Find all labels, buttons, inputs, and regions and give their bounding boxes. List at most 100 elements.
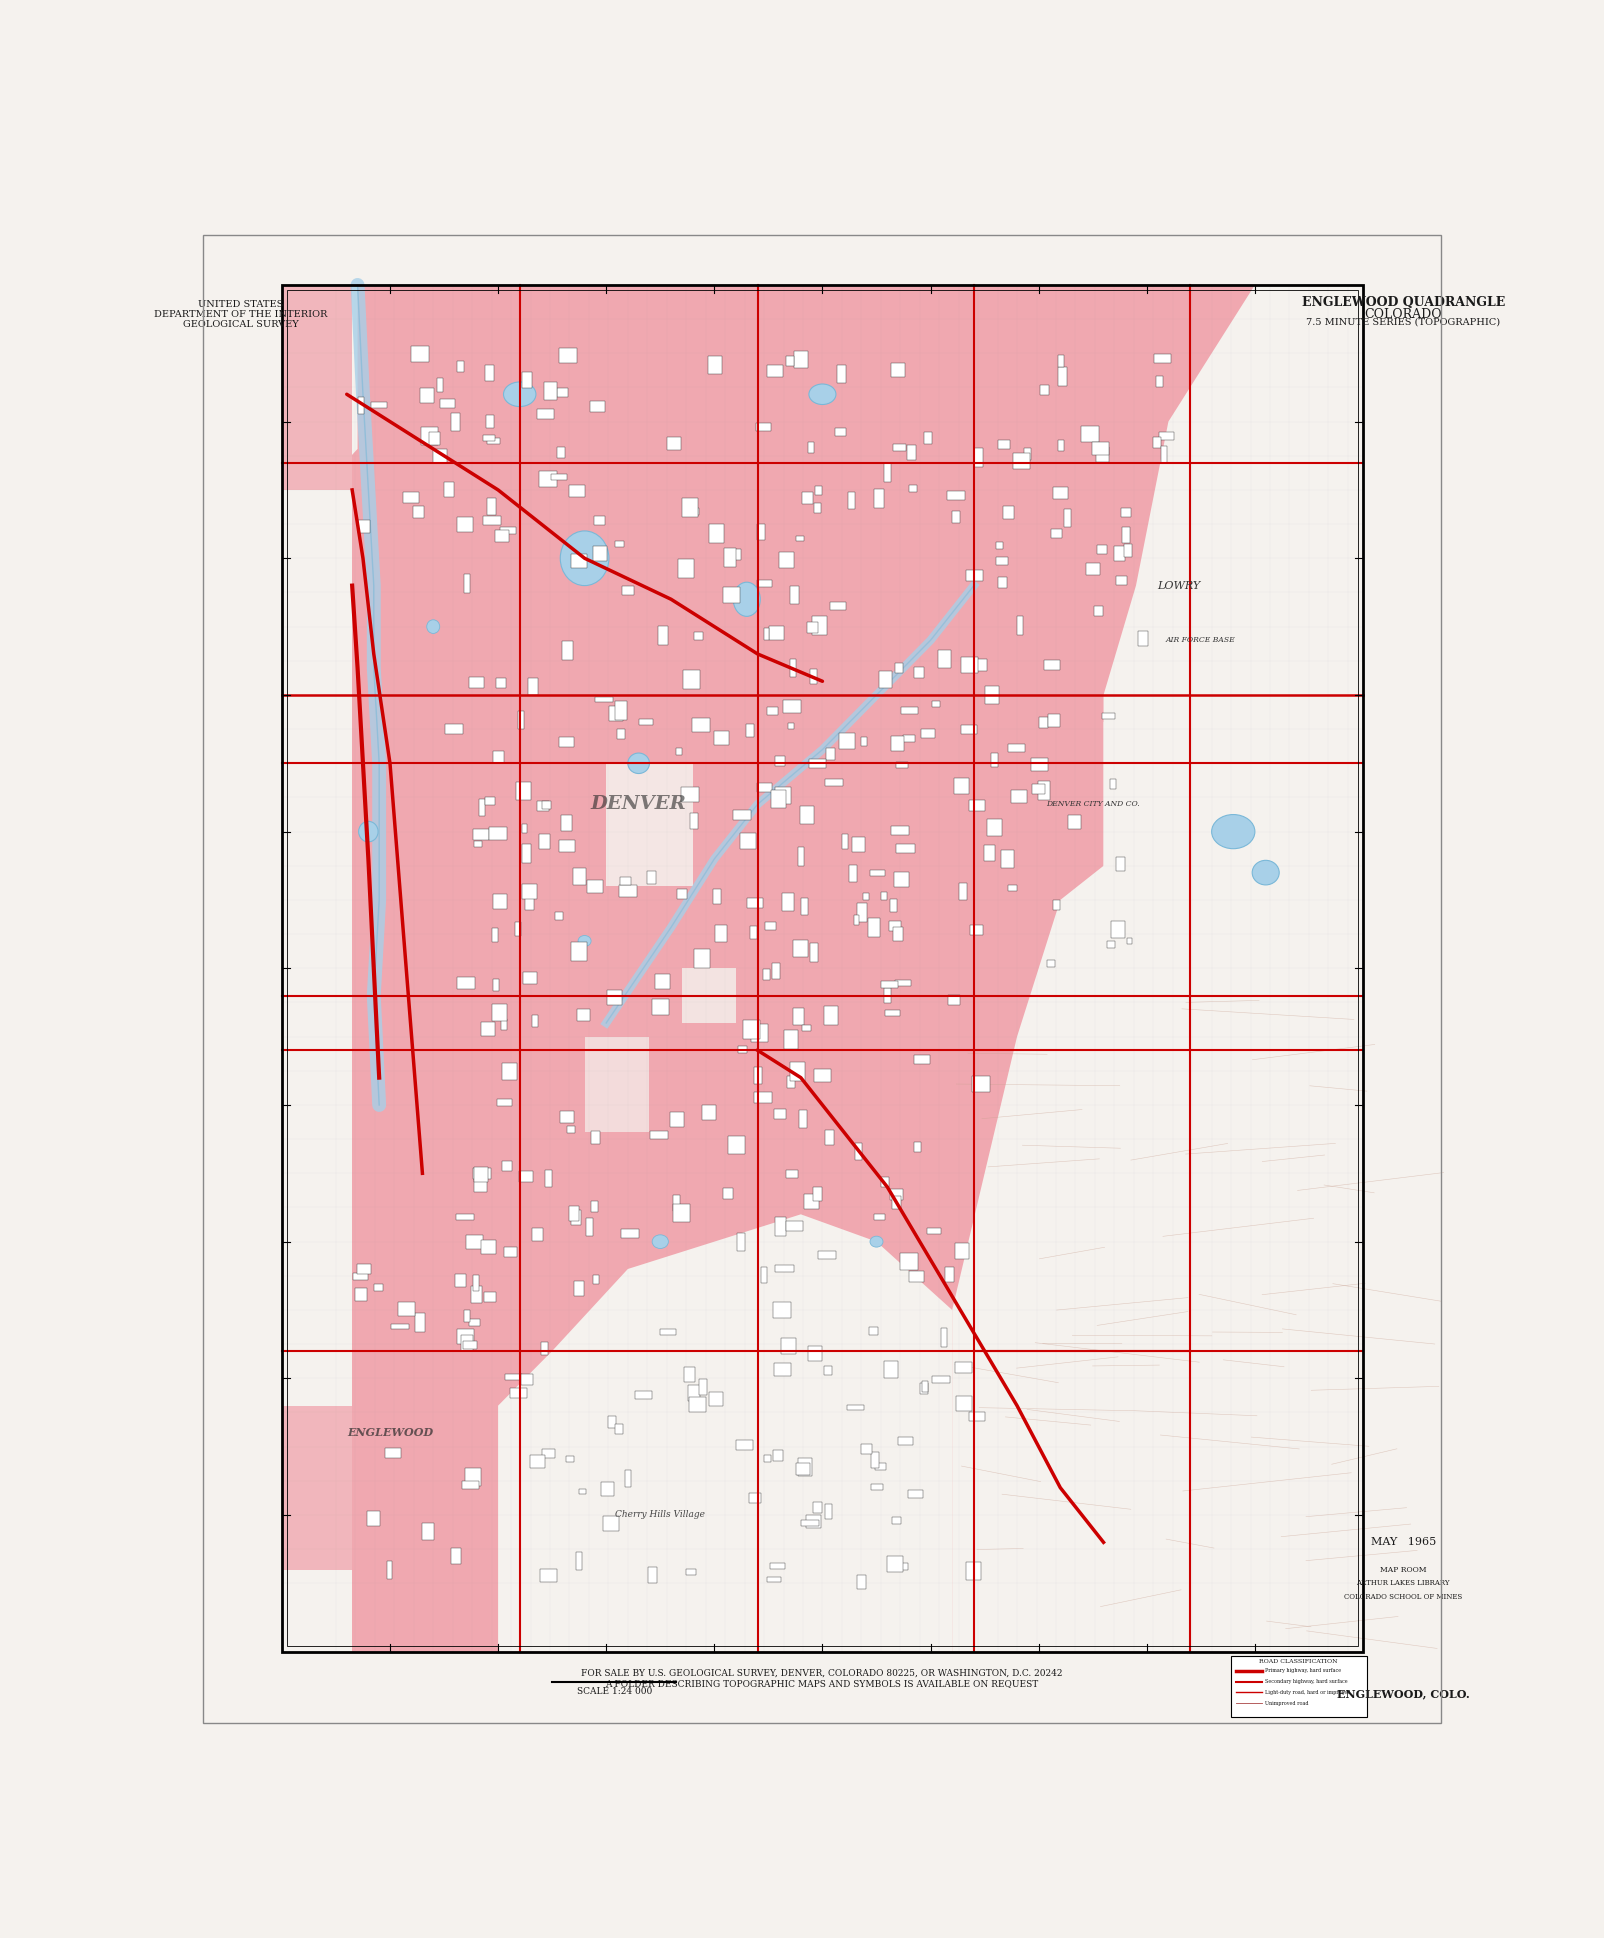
Bar	[428, 432, 439, 446]
Ellipse shape	[577, 936, 592, 946]
Bar	[879, 671, 892, 688]
Bar	[922, 1380, 929, 1393]
Bar	[436, 378, 443, 391]
Bar	[998, 578, 1007, 587]
Bar	[473, 1275, 480, 1291]
Bar	[799, 1110, 807, 1128]
Bar	[836, 428, 845, 436]
Text: COLORADO SCHOOL OF MINES: COLORADO SCHOOL OF MINES	[1344, 1593, 1463, 1601]
Bar	[792, 940, 808, 957]
Bar	[815, 486, 823, 494]
Bar	[884, 463, 892, 481]
Bar	[282, 285, 1363, 1651]
Bar	[824, 1504, 832, 1519]
Bar	[897, 762, 908, 767]
Polygon shape	[1104, 285, 1363, 899]
Bar	[739, 833, 755, 849]
Bar	[736, 1233, 746, 1250]
Bar	[951, 512, 961, 523]
Bar	[709, 1391, 723, 1407]
Bar	[282, 285, 1363, 1651]
Bar	[456, 1213, 475, 1221]
Bar	[533, 1016, 537, 1027]
Bar	[1001, 851, 1014, 868]
Bar	[528, 678, 537, 696]
Bar	[457, 977, 475, 988]
Bar	[1107, 942, 1115, 948]
Bar	[545, 1171, 552, 1188]
Bar	[966, 570, 983, 581]
Bar	[757, 783, 772, 793]
Bar	[590, 1132, 600, 1143]
Bar	[813, 1188, 823, 1202]
Bar	[959, 882, 967, 899]
Bar	[521, 884, 537, 899]
Bar	[818, 1252, 836, 1258]
Bar	[690, 1397, 706, 1413]
Bar	[723, 1188, 733, 1200]
Bar	[491, 928, 497, 942]
Bar	[1052, 899, 1060, 909]
Bar	[890, 736, 905, 750]
Bar	[869, 1328, 879, 1335]
Bar	[996, 543, 1002, 548]
Text: 7.5 MINUTE SERIES (TOPOGRAPHIC): 7.5 MINUTE SERIES (TOPOGRAPHIC)	[1306, 318, 1500, 328]
Bar	[561, 816, 573, 831]
Bar	[608, 990, 622, 1006]
Bar	[884, 1360, 898, 1378]
Bar	[433, 450, 446, 463]
Bar	[1156, 376, 1163, 388]
Bar	[985, 845, 996, 860]
Bar	[712, 890, 720, 905]
Bar	[893, 444, 906, 452]
Bar	[861, 736, 866, 746]
Bar	[539, 1568, 557, 1581]
Bar	[852, 837, 865, 853]
Bar	[788, 1076, 796, 1087]
Bar	[653, 998, 669, 1016]
Bar	[497, 1099, 512, 1107]
Bar	[775, 787, 791, 804]
Text: Primary highway, hard surface: Primary highway, hard surface	[1266, 1669, 1341, 1672]
Text: ENGLEWOOD: ENGLEWOOD	[346, 1428, 433, 1438]
Bar	[1097, 545, 1107, 554]
Bar	[571, 1211, 581, 1225]
Bar	[775, 1362, 791, 1376]
Bar	[626, 1469, 630, 1486]
Bar	[542, 800, 552, 808]
Bar	[483, 434, 496, 440]
Bar	[480, 798, 484, 816]
Bar	[403, 492, 419, 502]
Bar	[555, 913, 563, 921]
Bar	[558, 736, 574, 746]
Text: MAY   1965: MAY 1965	[1371, 1537, 1436, 1547]
Bar	[523, 372, 531, 388]
Text: COLORADO: COLORADO	[1365, 308, 1442, 322]
Ellipse shape	[427, 620, 439, 634]
Bar	[733, 810, 751, 820]
Bar	[654, 975, 670, 988]
Bar	[863, 893, 869, 901]
Bar	[486, 415, 494, 428]
Bar	[890, 1562, 908, 1570]
Bar	[1068, 816, 1081, 829]
Bar	[1116, 576, 1128, 585]
Ellipse shape	[733, 581, 760, 616]
Bar	[757, 523, 765, 541]
Bar	[282, 285, 353, 490]
Bar	[1153, 438, 1161, 448]
Bar	[869, 870, 885, 876]
Bar	[439, 399, 456, 407]
Bar	[1094, 607, 1104, 616]
Text: SCALE 1:24 000: SCALE 1:24 000	[576, 1688, 651, 1696]
Bar	[807, 622, 818, 634]
Bar	[693, 632, 703, 640]
Ellipse shape	[359, 822, 379, 841]
Bar	[764, 969, 770, 981]
Bar	[808, 442, 813, 453]
Bar	[635, 1391, 651, 1399]
Bar	[876, 1463, 885, 1469]
Bar	[475, 841, 481, 847]
Bar	[473, 1169, 491, 1178]
Bar	[728, 548, 741, 560]
